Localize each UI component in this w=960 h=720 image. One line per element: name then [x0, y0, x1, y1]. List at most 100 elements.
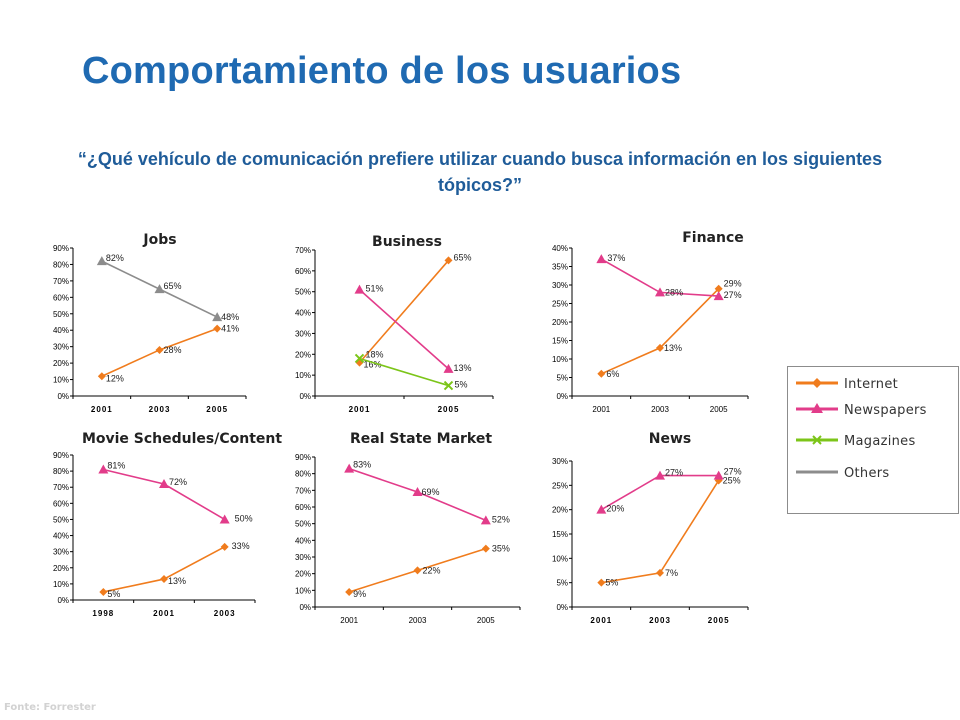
- y-tick-label: 50%: [295, 520, 311, 529]
- x-tick-label: 2005: [206, 405, 228, 414]
- y-tick-label: 60%: [295, 267, 311, 276]
- data-point: [656, 343, 664, 352]
- y-tick-label: 25%: [552, 300, 568, 309]
- x-marker-icon: [796, 435, 838, 445]
- data-point: [597, 369, 606, 378]
- data-label: 5%: [107, 589, 120, 599]
- y-tick-label: 5%: [556, 579, 568, 588]
- data-point: [213, 324, 222, 333]
- series-line: [103, 546, 226, 593]
- data-point: [159, 479, 169, 488]
- series-internet: 5% 13% 33%: [99, 541, 250, 599]
- line-chart: Real State Market 0% 10% 20% 30% 40% 50% 60% 70%…: [295, 431, 521, 625]
- data-label: 5%: [605, 578, 618, 588]
- y-tick-label: 0%: [299, 603, 311, 612]
- y-tick-label: 10%: [53, 580, 69, 589]
- data-label: 41%: [221, 324, 239, 334]
- y-tick-label: 40%: [552, 244, 568, 253]
- data-point: [443, 363, 454, 373]
- y-tick-label: 30%: [552, 281, 568, 290]
- data-point: [656, 568, 664, 577]
- chart-title: Business: [372, 234, 442, 250]
- legend-label: Others: [844, 466, 890, 481]
- data-label: 51%: [366, 284, 384, 294]
- data-label: 28%: [665, 287, 683, 297]
- data-point: [444, 256, 453, 265]
- data-point: [155, 345, 164, 354]
- data-point: [97, 372, 106, 381]
- y-tick-label: 20%: [552, 318, 568, 327]
- data-point: [219, 514, 230, 524]
- data-label: 48%: [221, 312, 239, 322]
- data-label: 13%: [168, 576, 186, 586]
- data-label: 37%: [607, 253, 625, 263]
- data-point: [345, 588, 354, 596]
- y-tick-label: 50%: [53, 515, 69, 524]
- legend-item-newspapers: Newspapers: [794, 401, 954, 421]
- line-chart: Movie Schedules/Content 0% 10% 20% 30% 40% 50%…: [53, 431, 282, 618]
- y-tick-label: 15%: [552, 337, 568, 346]
- data-label: 28%: [164, 345, 182, 355]
- data-label: 52%: [492, 514, 510, 524]
- series-internet: 12% 28% 41%: [97, 324, 239, 383]
- y-tick-label: 20%: [53, 564, 69, 573]
- x-tick-label: 2003: [149, 405, 171, 414]
- data-point: [714, 284, 723, 293]
- data-point: [220, 542, 229, 551]
- triangle-marker-icon: [796, 403, 838, 413]
- y-tick-label: 10%: [295, 586, 311, 595]
- data-point: [98, 464, 109, 474]
- x-tick-label: 2003: [651, 405, 669, 414]
- y-tick-label: 60%: [53, 499, 69, 508]
- data-label: 18%: [366, 349, 384, 359]
- data-point: [99, 587, 108, 596]
- y-tick-label: 0%: [57, 392, 69, 401]
- y-tick-label: 50%: [295, 288, 311, 297]
- series-internet: 5% 7% 25%: [597, 475, 741, 588]
- series-line: [358, 289, 450, 370]
- data-label: 65%: [454, 252, 472, 262]
- series-newspapers: 37% 28% 27%: [596, 253, 742, 301]
- y-tick-label: 80%: [53, 467, 69, 476]
- y-tick-label: 60%: [295, 503, 311, 512]
- y-tick-label: 30%: [53, 548, 69, 557]
- y-tick-label: 90%: [295, 453, 311, 462]
- y-tick-label: 0%: [57, 596, 69, 605]
- data-label: 29%: [724, 279, 742, 289]
- data-label: 27%: [724, 290, 742, 300]
- data-point: [655, 470, 665, 480]
- y-tick-label: 10%: [295, 371, 311, 380]
- legend: Internet Newspapers Magazines Others: [787, 366, 959, 514]
- data-point: [344, 463, 355, 473]
- y-tick-label: 90%: [53, 244, 69, 253]
- data-point: [596, 254, 607, 264]
- y-tick-label: 40%: [295, 536, 311, 545]
- data-label: 7%: [665, 568, 678, 578]
- data-point: [597, 578, 606, 587]
- data-point: [713, 291, 724, 301]
- x-tick-label: 2003: [649, 616, 671, 625]
- x-tick-label: 2001: [91, 405, 113, 414]
- data-point: [413, 566, 422, 575]
- data-point: [713, 470, 724, 480]
- series-line: [601, 480, 720, 584]
- line-chart: Business 0% 10% 20% 30% 40% 50% 60% 70% 2001 2005 1…: [295, 234, 494, 414]
- data-label: 6%: [606, 369, 619, 379]
- y-tick-label: 80%: [53, 260, 69, 269]
- y-tick-label: 70%: [295, 246, 311, 255]
- y-tick-label: 90%: [53, 451, 69, 460]
- y-tick-label: 20%: [552, 506, 568, 515]
- y-tick-label: 70%: [53, 483, 69, 492]
- line-chart: News 0% 5% 10% 15% 20% 25% 30% 2001 2003 2005 5% 7% 2…: [552, 431, 749, 625]
- x-tick-label: 2003: [409, 616, 427, 625]
- data-label: 82%: [106, 253, 124, 263]
- series-line: [359, 357, 449, 387]
- series-newspapers: 20% 27% 27%: [596, 467, 742, 514]
- data-point: [154, 284, 165, 294]
- data-label: 13%: [454, 363, 472, 373]
- series-newspapers: 51% 13%: [354, 284, 472, 373]
- chart-title: Movie Schedules/Content: [82, 431, 282, 447]
- data-point: [481, 544, 490, 553]
- x-tick-label: 2005: [708, 616, 730, 625]
